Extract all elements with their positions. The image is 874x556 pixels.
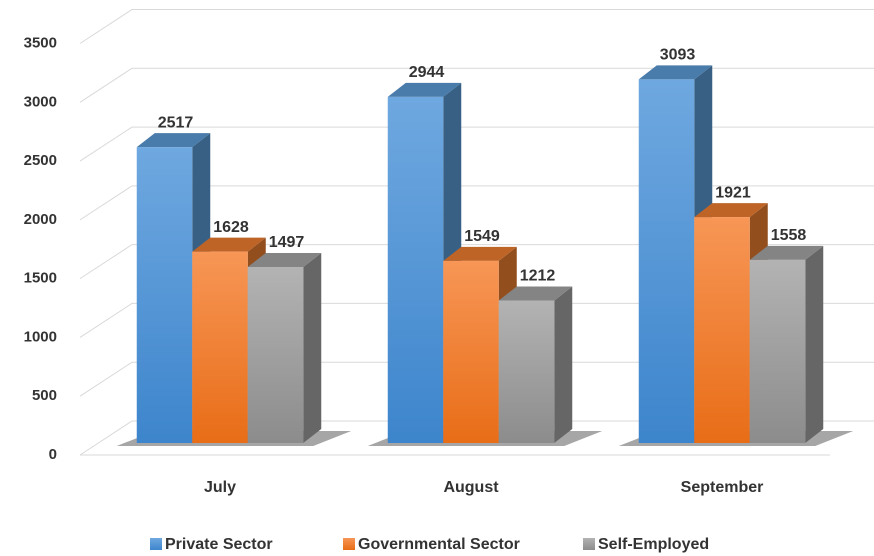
bar-front <box>443 260 499 443</box>
y-tick-label: 1500 <box>24 270 57 287</box>
bar-top <box>387 82 462 97</box>
x-tick-label: August <box>443 479 499 496</box>
value-label: 2517 <box>158 114 194 131</box>
bar <box>498 286 573 443</box>
x-tick-label: July <box>204 479 236 496</box>
y-tick-label: 1000 <box>24 328 57 345</box>
bar-top <box>638 65 713 80</box>
grid-line <box>79 420 874 456</box>
grid-line <box>79 361 874 397</box>
legend-label: Governmental Sector <box>358 536 520 553</box>
bar-side <box>805 245 824 443</box>
value-label: 3093 <box>660 47 696 64</box>
grid-line <box>79 185 874 221</box>
value-label: 1558 <box>771 227 807 244</box>
legend-label: Self-Employed <box>598 536 709 553</box>
value-label: 1212 <box>520 268 556 285</box>
grid-line <box>79 9 874 44</box>
bar-front <box>387 96 444 443</box>
bar-side <box>554 286 573 443</box>
legend-swatch <box>150 538 162 550</box>
bar-top <box>136 133 211 148</box>
bar-front <box>192 251 248 443</box>
value-label: 1628 <box>213 219 249 236</box>
value-label: 1497 <box>269 234 305 251</box>
legend-swatch <box>583 538 595 550</box>
bar-top <box>247 252 322 267</box>
bar-front <box>247 266 304 443</box>
grid-line <box>79 67 874 103</box>
bar-top <box>694 203 768 218</box>
y-tick-label: 3500 <box>24 34 57 51</box>
grid-line <box>79 302 874 338</box>
y-tick-label: 2000 <box>24 211 57 228</box>
y-tick-label: 500 <box>32 387 57 404</box>
bar-top <box>192 237 266 252</box>
bar-front <box>136 147 193 444</box>
value-label: 1549 <box>464 228 500 245</box>
y-tick-label: 2500 <box>24 152 57 169</box>
legend-swatch <box>343 538 355 550</box>
legend-label: Private Sector <box>165 536 273 553</box>
bar <box>749 245 824 443</box>
bar-side <box>303 252 322 443</box>
bar-front <box>638 79 695 444</box>
value-label: 2944 <box>409 64 445 81</box>
grid-line <box>79 126 874 162</box>
y-tick-label: 0 <box>49 446 57 463</box>
bar-top <box>749 245 824 260</box>
bar <box>247 252 322 443</box>
x-tick-label: September <box>681 479 764 496</box>
bar-front <box>749 259 806 443</box>
bar-front <box>498 300 555 443</box>
value-label: 1921 <box>715 184 751 201</box>
bar-top <box>498 286 573 301</box>
bar-front <box>694 217 750 443</box>
y-tick-label: 3000 <box>24 93 57 110</box>
bar-top <box>443 246 517 261</box>
grid-line <box>79 244 874 280</box>
